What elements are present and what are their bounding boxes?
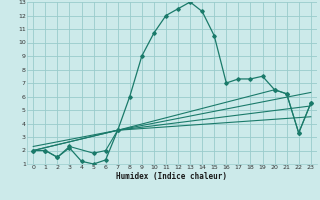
X-axis label: Humidex (Indice chaleur): Humidex (Indice chaleur): [116, 172, 228, 181]
